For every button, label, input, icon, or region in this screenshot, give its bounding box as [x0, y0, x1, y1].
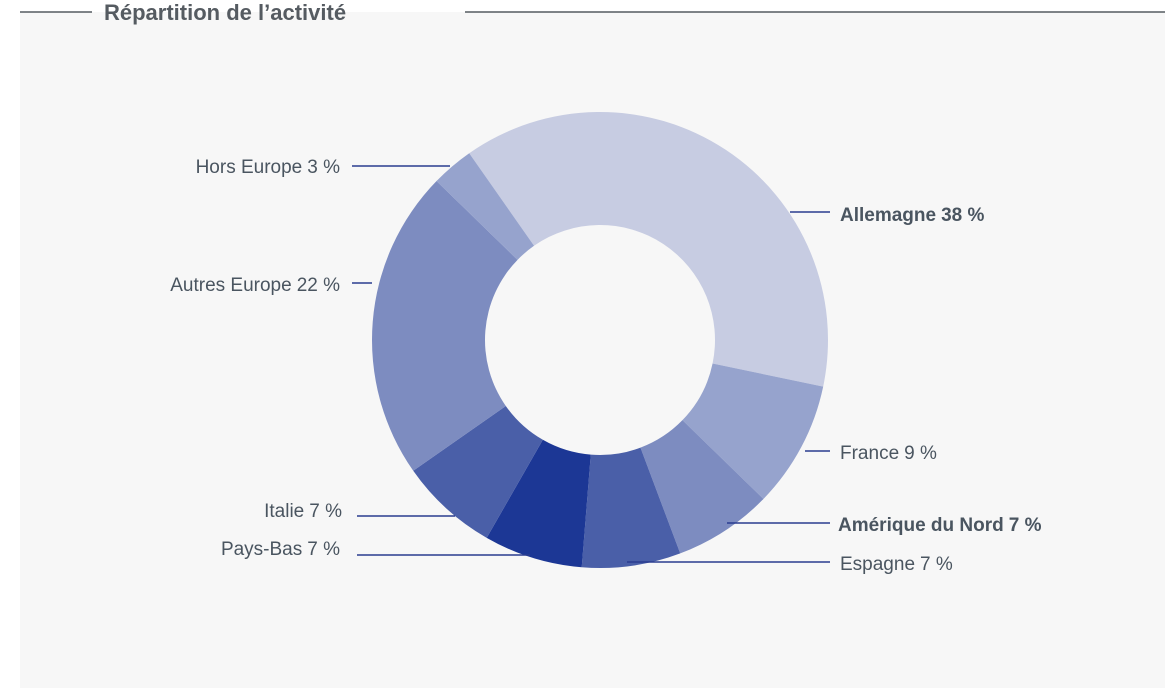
slice-label: Hors Europe 3 % — [196, 157, 341, 178]
category-name: Italie — [264, 501, 304, 522]
slice — [640, 420, 764, 554]
value-label: 38 % — [941, 205, 984, 226]
value-label: 7 % — [1009, 515, 1042, 536]
donut — [372, 111, 829, 568]
slice — [581, 447, 681, 568]
slice-label: France 9 % — [840, 443, 937, 464]
slice — [436, 153, 535, 260]
category-name: Hors Europe — [196, 157, 303, 178]
value-label: 9 % — [904, 443, 937, 464]
value-label: 7 % — [307, 539, 340, 560]
chart-title: Répartition de l’activité — [104, 0, 346, 25]
category-name: Espagne — [840, 554, 915, 575]
slice — [682, 363, 824, 499]
value-label: 3 % — [307, 157, 340, 178]
slice — [372, 181, 518, 471]
value-label: 7 % — [920, 554, 953, 575]
labels: Allemagne 38 %France 9 %Amérique du Nord 7 … — [170, 157, 1041, 575]
slice-label: Allemagne 38 % — [840, 205, 985, 226]
value-label: 7 % — [309, 501, 342, 522]
category-name: Pays-Bas — [221, 539, 302, 560]
category-name: Amérique du Nord — [838, 515, 1004, 536]
slice-label: Italie 7 % — [264, 501, 342, 522]
slice — [413, 405, 543, 538]
slice-label: Autres Europe 22 % — [170, 275, 340, 296]
slice-label: Pays-Bas 7 % — [221, 539, 340, 560]
slice — [486, 439, 591, 568]
category-name: Allemagne — [840, 205, 936, 226]
value-label: 22 % — [297, 275, 340, 296]
category-name: Autres Europe — [170, 275, 291, 296]
slice-label: Amérique du Nord 7 % — [838, 515, 1042, 536]
slice-label: Espagne 7 % — [840, 554, 953, 575]
category-name: France — [840, 443, 899, 464]
slice — [469, 111, 829, 387]
